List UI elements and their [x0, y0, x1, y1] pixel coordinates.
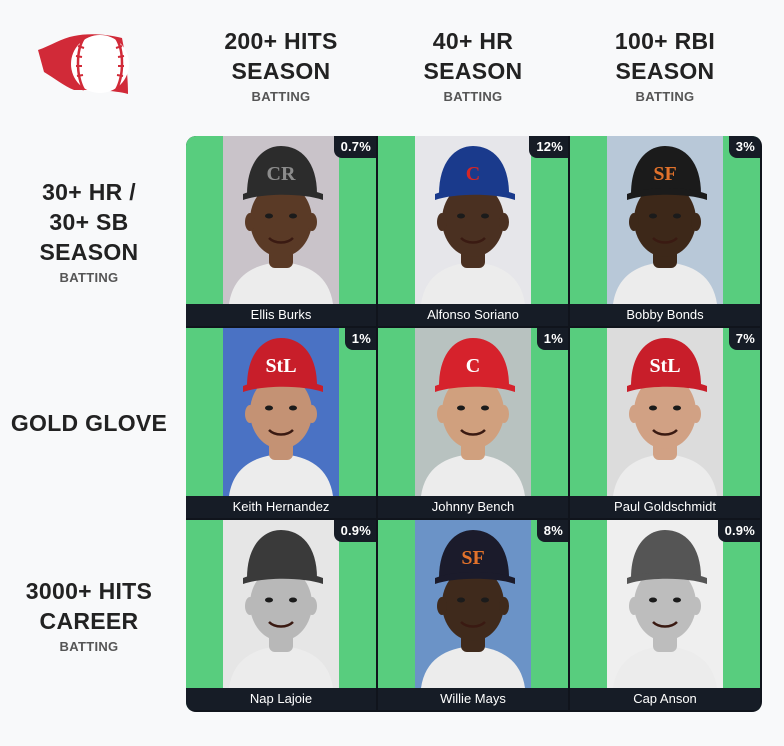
player-name: Willie Mays	[378, 688, 568, 710]
column-subtitle: BATTING	[635, 89, 695, 104]
player-photo: C	[415, 136, 531, 304]
svg-text:CR: CR	[267, 163, 296, 185]
row-title-line1: 30+ HR /	[42, 179, 136, 205]
column-subtitle: BATTING	[443, 89, 503, 104]
row-header-2: GOLD GLOVE	[0, 328, 178, 518]
column-header-3: 100+ RBI SEASON BATTING	[570, 26, 760, 104]
rarity-percentage: 12%	[529, 136, 568, 158]
row-subtitle: BATTING	[59, 270, 119, 285]
rarity-percentage: 7%	[728, 328, 760, 350]
player-name: Paul Goldschmidt	[570, 496, 760, 518]
grid-cell-r1-c1[interactable]: CR 0.7% Ellis Burks	[186, 136, 376, 326]
player-name: Keith Hernandez	[186, 496, 376, 518]
player-name: Alfonso Soriano	[378, 304, 568, 326]
rarity-percentage: 0.9%	[333, 520, 376, 542]
grid-cell-r3-c3[interactable]: 0.9% Cap Anson	[570, 520, 760, 710]
row-header-1: 30+ HR / 30+ SB SEASON BATTING	[0, 136, 178, 326]
rarity-percentage: 8%	[536, 520, 568, 542]
player-name: Johnny Bench	[378, 496, 568, 518]
row-title-line2: 30+ SB	[49, 209, 129, 235]
player-name: Nap Lajoie	[186, 688, 376, 710]
player-photo: SF	[415, 520, 531, 688]
column-title-line2: SEASON	[423, 58, 523, 84]
row-title-line2: CAREER	[39, 608, 139, 634]
column-title-line1: 40+ HR	[432, 28, 514, 54]
player-photo: SF	[607, 136, 723, 304]
row-title-line3: SEASON	[39, 239, 139, 265]
answer-grid: CR 0.7% Ellis Burks C 12% Alfonso Sori	[186, 136, 762, 712]
grid-cell-r2-c3[interactable]: StL 7% Paul Goldschmidt	[570, 328, 760, 518]
column-subtitle: BATTING	[251, 89, 311, 104]
svg-text:SF: SF	[653, 163, 676, 185]
column-header-1: 200+ HITS SEASON BATTING	[186, 26, 376, 104]
column-title-line1: 200+ HITS	[224, 28, 338, 54]
svg-text:C: C	[466, 163, 480, 185]
svg-text:StL: StL	[649, 355, 680, 377]
grid-cell-r1-c2[interactable]: C 12% Alfonso Soriano	[378, 136, 568, 326]
row-title-line1: GOLD GLOVE	[10, 410, 168, 436]
app-logo-icon[interactable]	[36, 28, 132, 98]
player-photo: StL	[607, 328, 723, 496]
column-header-2: 40+ HR SEASON BATTING	[378, 26, 568, 104]
row-title-line1: 3000+ HITS	[25, 578, 153, 604]
column-title-line1: 100+ RBI	[614, 28, 716, 54]
rarity-percentage: 1%	[536, 328, 568, 350]
player-name: Bobby Bonds	[570, 304, 760, 326]
column-title-line2: SEASON	[231, 58, 331, 84]
player-photo	[223, 520, 339, 688]
grid-cell-r1-c3[interactable]: SF 3% Bobby Bonds	[570, 136, 760, 326]
grid-cell-r3-c1[interactable]: 0.9% Nap Lajoie	[186, 520, 376, 710]
grid-cell-r2-c2[interactable]: C 1% Johnny Bench	[378, 328, 568, 518]
svg-text:StL: StL	[265, 355, 296, 377]
player-photo	[607, 520, 723, 688]
player-name: Cap Anson	[570, 688, 760, 710]
grid-cell-r3-c2[interactable]: SF 8% Willie Mays	[378, 520, 568, 710]
column-title-line2: SEASON	[615, 58, 715, 84]
player-name: Ellis Burks	[186, 304, 376, 326]
player-photo: C	[415, 328, 531, 496]
row-subtitle: BATTING	[59, 639, 119, 654]
svg-text:C: C	[466, 355, 480, 377]
rarity-percentage: 1%	[344, 328, 376, 350]
svg-text:SF: SF	[461, 547, 484, 569]
grid-cell-r2-c1[interactable]: StL 1% Keith Hernandez	[186, 328, 376, 518]
player-photo: CR	[223, 136, 339, 304]
rarity-percentage: 0.9%	[717, 520, 760, 542]
rarity-percentage: 0.7%	[333, 136, 376, 158]
rarity-percentage: 3%	[728, 136, 760, 158]
row-header-3: 3000+ HITS CAREER BATTING	[0, 520, 178, 710]
player-photo: StL	[223, 328, 339, 496]
